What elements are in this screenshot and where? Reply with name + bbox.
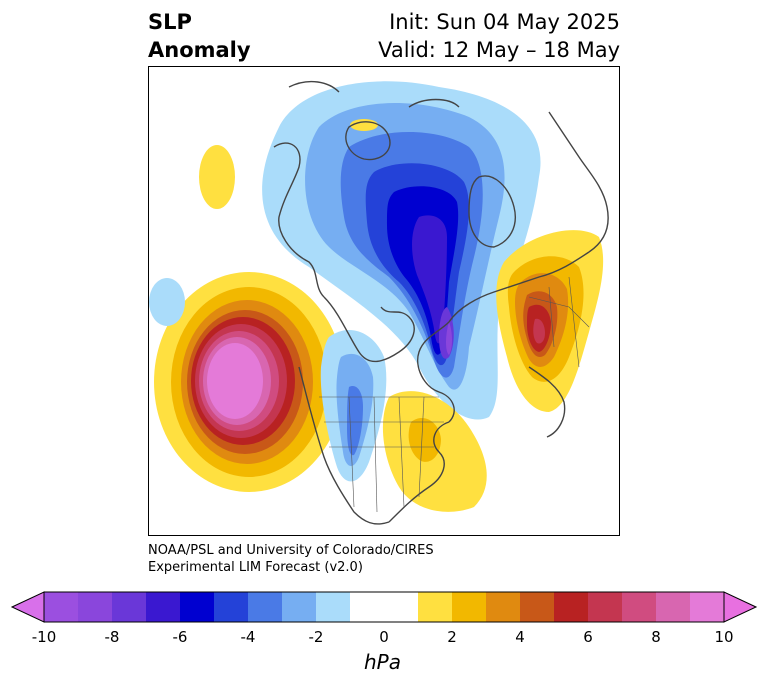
colorbar-bin-2 bbox=[112, 592, 147, 622]
coastlines bbox=[273, 80, 609, 525]
colorbar-bin-12 bbox=[486, 592, 521, 622]
minor-positive-anomaly bbox=[199, 145, 235, 209]
title-line-2: Anomaly bbox=[148, 38, 251, 62]
colorbar-outline bbox=[43, 591, 725, 623]
credit-line-1: NOAA/PSL and University of Colorado/CIRE… bbox=[148, 543, 434, 558]
colorbar-bin-17 bbox=[656, 592, 691, 622]
colorbar-bin-6 bbox=[248, 592, 283, 622]
minor-negative-anomaly bbox=[149, 278, 185, 326]
colorbar-bin-0 bbox=[44, 592, 79, 622]
colorbar-bin-3 bbox=[146, 592, 181, 622]
colorbar-over-triangle bbox=[723, 591, 758, 623]
eurasia-high-anomaly bbox=[496, 230, 604, 412]
north-america-anomalies bbox=[320, 329, 487, 512]
map-title: SLP Anomaly bbox=[148, 8, 251, 64]
colorbar-bin-10 bbox=[418, 592, 453, 622]
political-borders bbox=[319, 276, 590, 513]
colorbar-bins bbox=[44, 592, 725, 622]
colorbar bbox=[10, 591, 758, 623]
arctic-low-anomaly bbox=[262, 81, 541, 420]
minor-positive-anomaly-north bbox=[350, 119, 378, 131]
colorbar-tick-label: -6 bbox=[172, 628, 188, 646]
colorbar-units: hPa bbox=[364, 650, 401, 674]
colorbar-bin-18 bbox=[690, 592, 725, 622]
colorbar-tick-label: -4 bbox=[240, 628, 256, 646]
forecast-dates: Init: Sun 04 May 2025 Valid: 12 May – 18… bbox=[378, 8, 620, 64]
colorbar-under-triangle bbox=[10, 591, 45, 623]
colorbar-tick-label: -10 bbox=[31, 628, 57, 646]
pacific-high-anomaly bbox=[154, 272, 344, 492]
colorbar-bin-4 bbox=[180, 592, 215, 622]
colorbar-bin-1 bbox=[78, 592, 113, 622]
colorbar-tick-label: 10 bbox=[714, 628, 734, 646]
colorbar-tick-label: -2 bbox=[308, 628, 324, 646]
credit-line-2: Experimental LIM Forecast (v2.0) bbox=[148, 560, 363, 575]
colorbar-tick-label: 6 bbox=[583, 628, 593, 646]
title-line-1: SLP bbox=[148, 10, 192, 34]
init-date: Init: Sun 04 May 2025 bbox=[389, 10, 620, 34]
colorbar-bin-16 bbox=[622, 592, 657, 622]
anomaly-map bbox=[149, 80, 609, 525]
colorbar-bin-8 bbox=[316, 592, 351, 622]
colorbar-bin-11 bbox=[452, 592, 487, 622]
credit-text: NOAA/PSL and University of Colorado/CIRE… bbox=[148, 542, 434, 576]
map-panel bbox=[148, 66, 620, 536]
valid-range: Valid: 12 May – 18 May bbox=[378, 38, 620, 62]
colorbar-tick-label: 2 bbox=[447, 628, 457, 646]
colorbar-bin-9 bbox=[350, 592, 419, 622]
colorbar-bin-5 bbox=[214, 592, 249, 622]
colorbar-bin-15 bbox=[588, 592, 623, 622]
colorbar-bin-14 bbox=[554, 592, 589, 622]
colorbar-bin-7 bbox=[282, 592, 317, 622]
colorbar-tick-label: -8 bbox=[104, 628, 120, 646]
colorbar-tick-label: 8 bbox=[651, 628, 661, 646]
colorbar-bin-13 bbox=[520, 592, 555, 622]
colorbar-tick-label: 4 bbox=[515, 628, 525, 646]
colorbar-tick-label: 0 bbox=[379, 628, 389, 646]
